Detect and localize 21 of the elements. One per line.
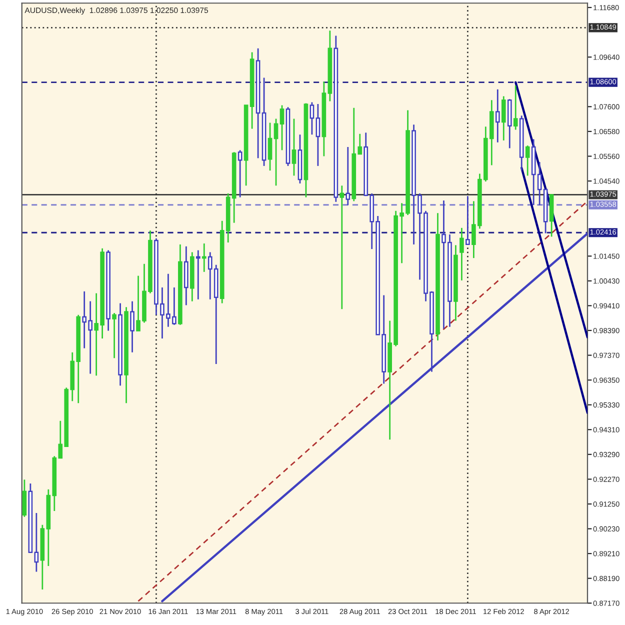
- candlestick: [238, 149, 242, 198]
- candlestick: [112, 312, 116, 359]
- candlestick: [525, 144, 530, 176]
- candlestick: [316, 103, 320, 167]
- candlestick: [340, 184, 344, 310]
- candlestick: [346, 146, 350, 206]
- candlestick: [34, 512, 39, 572]
- candlestick: [292, 118, 296, 176]
- candlestick: [22, 478, 27, 518]
- candlestick: [196, 250, 200, 300]
- candlestick: [280, 104, 284, 151]
- candlestick: [310, 102, 314, 136]
- candlestick: [130, 300, 134, 354]
- candlestick: [495, 88, 500, 144]
- candlestick: [513, 84, 518, 130]
- candlestick: [466, 195, 470, 246]
- candlestick: [460, 227, 464, 282]
- candlestick: [202, 242, 206, 273]
- candlestick: [501, 96, 506, 142]
- candlestick: [274, 118, 278, 186]
- candlestick: [268, 122, 272, 172]
